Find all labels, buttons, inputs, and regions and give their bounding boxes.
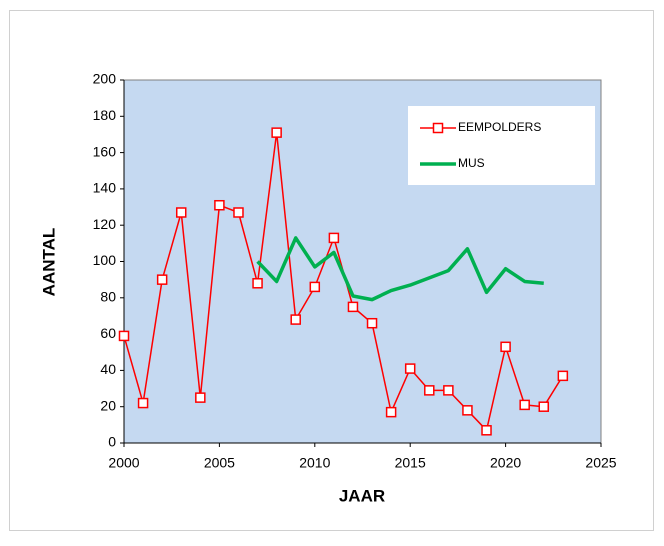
point-marker [347,301,359,313]
y-tick-label: 20 [100,397,116,413]
point-marker [481,425,492,436]
point-marker [290,314,301,325]
x-tick-label: 2005 [204,455,235,471]
point-marker [538,401,550,412]
legend-label: MUS [458,156,485,170]
point-marker [519,399,530,411]
point-marker [214,199,225,211]
legend-marker [432,122,444,134]
y-tick-label: 80 [100,289,116,305]
point-marker [424,385,435,396]
point-marker [156,274,168,285]
y-tick-label: 180 [93,107,117,123]
point-marker [118,330,130,342]
y-tick-label: 120 [93,216,117,232]
y-tick-label: 60 [100,325,116,341]
point-marker [233,207,244,218]
y-tick-label: 140 [93,180,117,196]
x-tick-label: 2000 [108,455,139,471]
point-marker [328,232,340,244]
point-marker [137,397,149,409]
y-tick-label: 100 [93,252,117,268]
y-axis-label: AANTAL [39,228,58,297]
legend-label: EEMPOLDERS [458,120,541,134]
point-marker [443,385,454,396]
y-tick-label: 0 [108,434,116,450]
point-marker [175,207,187,218]
point-marker [404,363,416,374]
y-tick-label: 200 [93,71,117,87]
point-marker [309,281,321,293]
point-marker [557,370,569,382]
point-marker [195,392,206,403]
point-marker [462,405,473,416]
x-tick-label: 2010 [299,455,330,471]
x-tick-label: 2025 [585,455,616,471]
point-marker [500,341,511,353]
point-marker [252,278,263,289]
x-tick-label: 2015 [395,455,426,471]
y-tick-label: 40 [100,361,116,377]
legend-box [408,106,595,185]
x-tick-label: 2020 [490,455,521,471]
point-marker [271,127,282,138]
series-line [256,236,544,302]
point-marker [385,406,397,418]
x-axis-label: JAAR [339,486,385,505]
y-tick-label: 160 [93,143,117,159]
point-marker [366,317,378,329]
